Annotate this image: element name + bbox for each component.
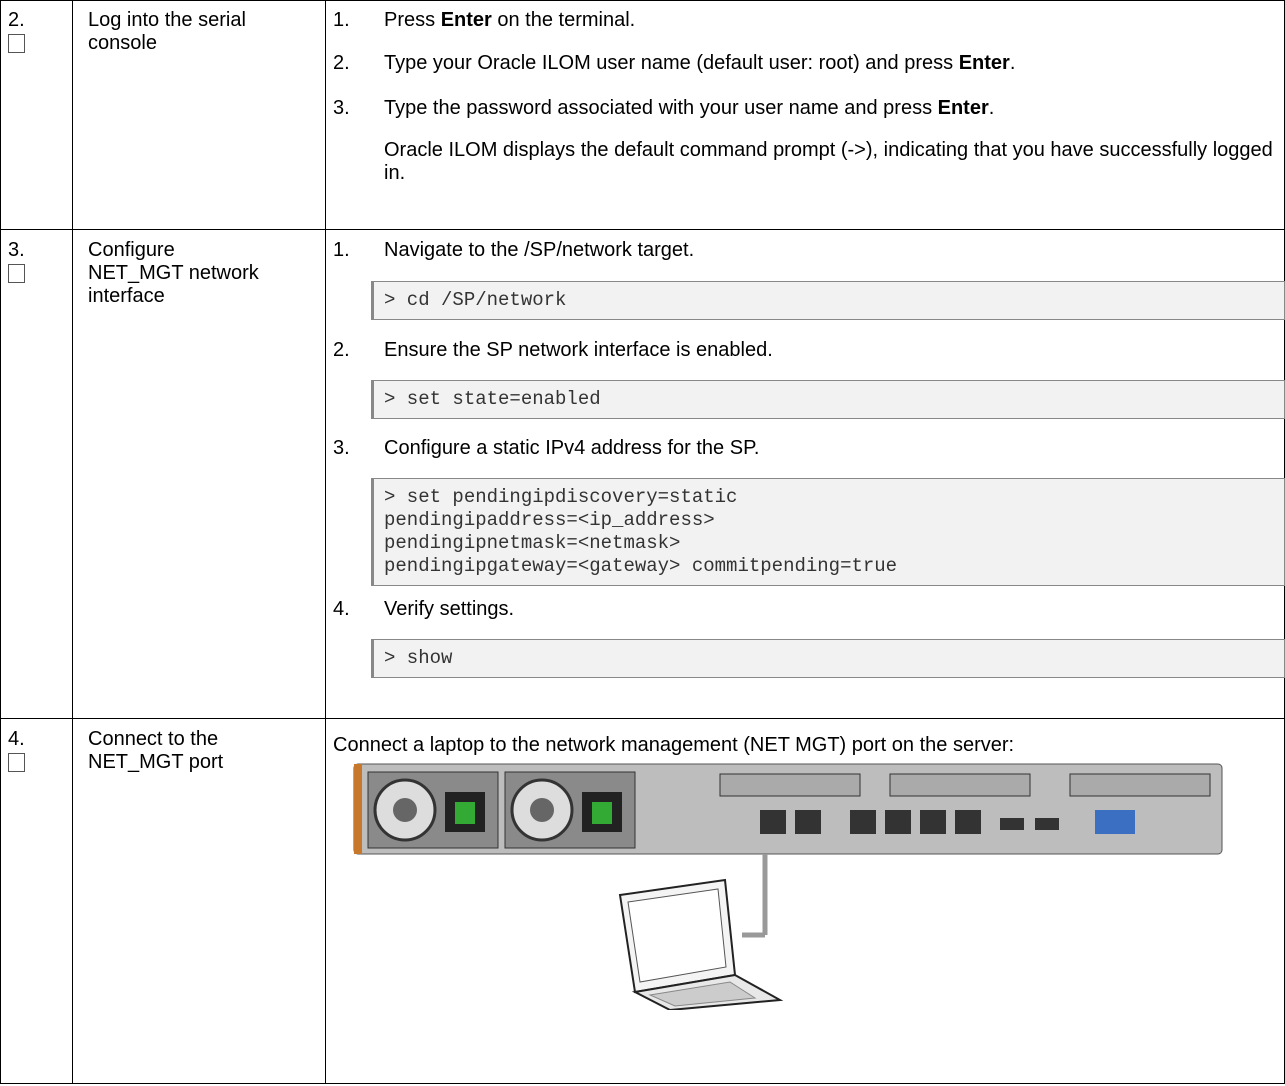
text: Connect a laptop to the network manageme… — [333, 734, 1015, 756]
bold-text: Enter — [440, 9, 492, 31]
text: Type the password associated with your u… — [384, 97, 938, 119]
psu — [504, 771, 636, 849]
pcie-slots — [719, 773, 1211, 797]
laptop — [618, 878, 784, 1010]
note: Oracle ILOM displays the default command… — [384, 139, 1273, 184]
step-number: 2. — [8, 9, 25, 31]
instruction: Press Enter on the terminal. — [384, 9, 635, 32]
text: . — [1009, 52, 1016, 74]
item-number: 2. — [333, 339, 350, 361]
rule — [0, 0, 1, 1084]
item-number: 2. — [333, 52, 350, 74]
item-number: 3. — [333, 437, 350, 459]
text: Press — [384, 9, 441, 31]
task: Connect to the NET_MGT port — [88, 728, 224, 773]
bold-text: Enter — [937, 97, 989, 119]
code-block: > set pendingipdiscovery=static pendingi… — [371, 478, 1285, 586]
step-number: 4. — [8, 728, 25, 750]
item-number: 4. — [333, 598, 350, 620]
step-number: 3. — [8, 239, 25, 261]
item-number: 1. — [333, 9, 350, 31]
item-number: 3. — [333, 97, 350, 119]
instruction: Verify settings. — [384, 598, 515, 620]
text: . — [988, 97, 995, 119]
instruction: Type the password associated with your u… — [384, 97, 994, 120]
item-number: 1. — [333, 239, 350, 261]
code-block: > cd /SP/network — [371, 281, 1285, 320]
bold-text: Enter — [958, 52, 1010, 74]
psu — [367, 771, 499, 849]
instruction: Configure a static IPv4 address for the … — [384, 437, 760, 459]
text: on the terminal. — [491, 9, 636, 31]
checkbox[interactable] — [8, 34, 25, 53]
checkbox[interactable] — [8, 264, 25, 283]
instruction: Navigate to the /SP/network target. — [384, 239, 695, 261]
rule — [325, 0, 326, 1084]
rule — [0, 0, 1285, 1]
instruction: Ensure the SP network interface is enabl… — [384, 339, 773, 361]
chassis-edge — [354, 764, 362, 854]
rule — [0, 1083, 1285, 1084]
rule — [0, 229, 1285, 230]
ports — [760, 810, 1135, 834]
instruction: Type your Oracle ILOM user name (default… — [384, 52, 1015, 75]
code-block: > show — [371, 639, 1285, 678]
task: Log into the serial console — [88, 9, 246, 54]
code-block: > set state=enabled — [371, 380, 1285, 419]
checkbox[interactable] — [8, 753, 25, 772]
server-illustration — [353, 763, 1223, 1010]
text: Type your Oracle ILOM user name (default… — [384, 52, 959, 74]
task: Configure NET_MGT network interface — [88, 239, 259, 307]
rule — [0, 718, 1285, 719]
rule — [72, 0, 73, 1084]
